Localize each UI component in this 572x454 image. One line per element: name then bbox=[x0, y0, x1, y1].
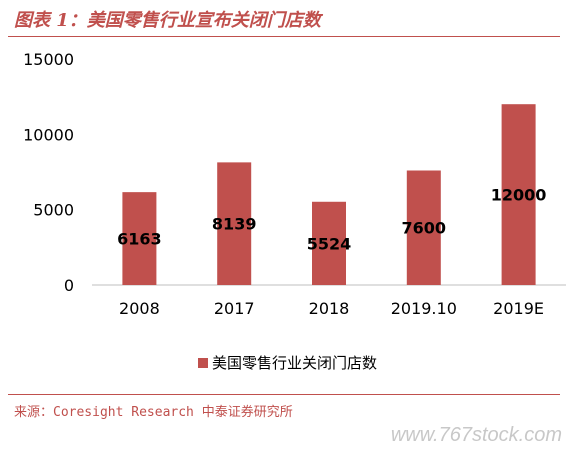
title-divider bbox=[8, 36, 560, 37]
bar bbox=[406, 170, 441, 285]
bar-value-label: 8139 bbox=[212, 215, 257, 234]
legend-swatch bbox=[198, 358, 208, 368]
bar-chart: 0 5000 10000 15000 6163 8139 5524 7600 12000 20… bbox=[23, 50, 566, 372]
x-tick-label: 2017 bbox=[214, 299, 255, 318]
y-axis-ticks: 0 5000 10000 15000 bbox=[23, 50, 74, 295]
x-tick-label: 2008 bbox=[119, 299, 160, 318]
watermark: www.767stock.com bbox=[390, 424, 562, 446]
x-tick-label: 2019.10 bbox=[391, 299, 457, 318]
source-divider bbox=[8, 394, 560, 395]
y-tick-label: 0 bbox=[64, 276, 74, 295]
bar-value-label: 5524 bbox=[307, 234, 352, 253]
bar bbox=[501, 104, 536, 285]
y-tick-label: 10000 bbox=[23, 125, 74, 144]
x-tick-label: 2019E bbox=[493, 299, 544, 318]
x-tick-label: 2018 bbox=[309, 299, 350, 318]
y-tick-label: 5000 bbox=[33, 201, 74, 220]
bar-value-label: 12000 bbox=[491, 186, 547, 205]
legend: 美国零售行业关闭门店数 bbox=[198, 354, 377, 372]
bar-value-label: 7600 bbox=[402, 219, 447, 238]
y-tick-label: 15000 bbox=[23, 50, 74, 69]
source-note: 来源：Coresight Research 中泰证券研究所 bbox=[14, 405, 293, 420]
legend-label: 美国零售行业关闭门店数 bbox=[212, 354, 377, 372]
x-axis-ticks: 2008 2017 2018 2019.10 2019E bbox=[119, 299, 544, 318]
bar bbox=[312, 201, 346, 285]
bar bbox=[217, 162, 252, 285]
bar-series: 6163 8139 5524 7600 12000 bbox=[117, 104, 546, 285]
figure-title: 图表 1：美国零售行业宣布关闭门店数 bbox=[14, 10, 321, 31]
bar-value-label: 6163 bbox=[117, 230, 162, 249]
bar bbox=[122, 192, 157, 285]
